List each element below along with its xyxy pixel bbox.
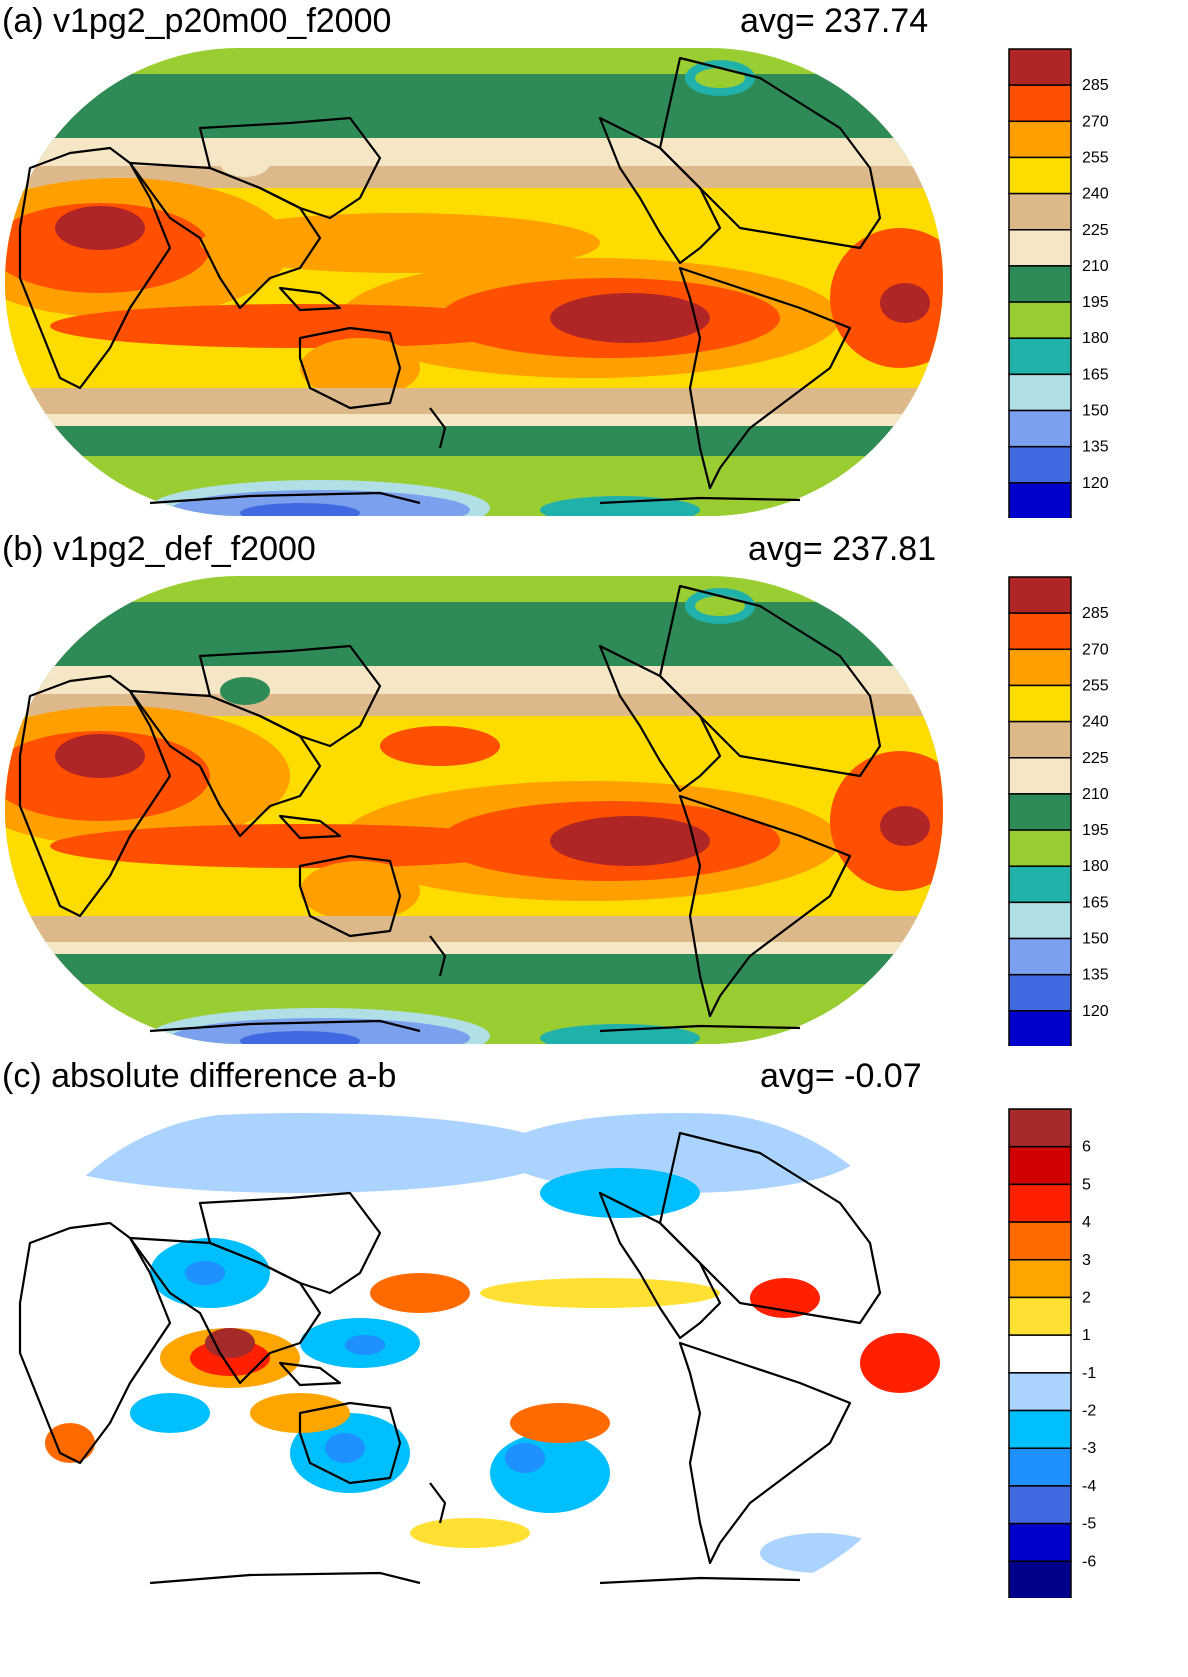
colorbar-swatch	[1008, 720, 1072, 759]
colorbar-tick-label: -6	[1082, 1553, 1096, 1570]
colorbar-tick-label: 270	[1082, 113, 1109, 130]
colorbar-swatch	[1008, 757, 1072, 795]
colorbar-swatch	[1008, 48, 1072, 86]
colorbar-swatch	[1008, 301, 1072, 339]
colorbar-tick-label: -5	[1082, 1516, 1096, 1533]
colorbar-tick-label: 225	[1082, 222, 1109, 239]
colorbar-tick-label: 2	[1082, 1289, 1091, 1306]
colorbar-tick-label: 255	[1082, 677, 1109, 694]
colorbar-swatch	[1008, 409, 1072, 448]
colorbar-c-labels: 6 5 4 3 2 1 -1 -2 -3 -4 -5 -6	[1082, 1139, 1096, 1571]
colorbar-swatch	[1008, 1108, 1072, 1148]
colorbar-swatch	[1008, 684, 1072, 723]
colorbar-tick-label: 285	[1082, 77, 1109, 94]
colorbar-tick-label: 240	[1082, 186, 1109, 203]
colorbar-swatch	[1008, 576, 1072, 614]
colorbar-tick-label: 240	[1082, 714, 1109, 731]
colorbar-tick-label: -3	[1082, 1440, 1096, 1457]
colorbar-swatch	[1008, 1372, 1072, 1412]
colorbar-swatch	[1008, 1296, 1072, 1336]
colorbar-swatch	[1008, 1560, 1072, 1598]
colorbar-swatch	[1008, 901, 1072, 940]
colorbar-tick-label: 180	[1082, 858, 1109, 875]
map-a	[5, 48, 943, 516]
colorbar-tick-label: 1	[1082, 1327, 1091, 1344]
panel-a-avg: avg= 237.74	[740, 2, 929, 40]
colorbar-tick-label: 180	[1082, 330, 1109, 347]
colorbar-tick-label: 270	[1082, 641, 1109, 658]
map-b	[5, 576, 943, 1044]
colorbar-tick-label: 5	[1082, 1176, 1091, 1193]
colorbar-tick-label: -4	[1082, 1478, 1096, 1495]
colorbar-c: 6 5 4 3 2 1 -1 -2 -3 -4 -5 -6	[1008, 1108, 1096, 1598]
colorbar-tick-label: -2	[1082, 1403, 1096, 1420]
colorbar-swatch	[1008, 84, 1072, 123]
colorbar-swatch	[1008, 793, 1072, 831]
colorbar-tick-label: 135	[1082, 439, 1109, 456]
colorbar-b-swatches	[1008, 576, 1072, 1046]
panel-c: (c) absolute difference a-b avg= -0.07	[0, 1057, 1188, 1623]
colorbar-swatch	[1008, 1409, 1072, 1449]
colorbar-tick-label: 120	[1082, 475, 1109, 492]
colorbar-tick-label: 150	[1082, 403, 1109, 420]
colorbar-swatch	[1008, 973, 1072, 1012]
colorbar-tick-label: 195	[1082, 294, 1109, 311]
map-c	[5, 1113, 943, 1601]
colorbar-swatch	[1008, 337, 1072, 376]
colorbar-swatch	[1008, 1334, 1072, 1374]
colorbar-tick-label: 285	[1082, 605, 1109, 622]
colorbar-a-labels: 285 270 255 240 225 210 195 180 165 150 135 120	[1082, 77, 1109, 492]
colorbar-swatch	[1008, 120, 1072, 159]
colorbar-tick-label: 165	[1082, 894, 1109, 911]
colorbar-swatch	[1008, 192, 1072, 231]
colorbar-tick-label: 6	[1082, 1139, 1091, 1156]
colorbar-swatch	[1008, 482, 1072, 518]
colorbar-a: 285 270 255 240 225 210 195 180 165 150 135 120	[1008, 48, 1109, 518]
colorbar-swatch	[1008, 1522, 1072, 1563]
panel-a-title: (a) v1pg2_p20m00_f2000	[2, 2, 392, 40]
colorbar-swatch	[1008, 612, 1072, 651]
colorbar-swatch	[1008, 1259, 1072, 1299]
panel-b: (b) v1pg2_def_f2000 avg= 237.81	[0, 530, 1188, 1096]
colorbar-swatch	[1008, 937, 1072, 976]
colorbar-tick-label: 3	[1082, 1252, 1091, 1269]
colorbar-swatch	[1008, 1183, 1072, 1223]
colorbar-tick-label: 225	[1082, 750, 1109, 767]
colorbar-a-swatches	[1008, 48, 1072, 518]
colorbar-swatch	[1008, 1010, 1072, 1046]
panel-a: (a) v1pg2_p20m00_f2000 avg= 237.74	[0, 2, 1188, 568]
panel-c-title: (c) absolute difference a-b	[2, 1057, 397, 1095]
colorbar-tick-label: 135	[1082, 967, 1109, 984]
colorbar-swatch	[1008, 648, 1072, 687]
colorbar-tick-label: 150	[1082, 931, 1109, 948]
colorbar-tick-label: 255	[1082, 149, 1109, 166]
panel-b-avg: avg= 237.81	[748, 530, 937, 568]
colorbar-tick-label: 195	[1082, 822, 1109, 839]
colorbar-tick-label: 4	[1082, 1214, 1091, 1231]
colorbar-swatch	[1008, 829, 1072, 867]
colorbar-tick-label: 210	[1082, 786, 1109, 803]
panel-c-avg: avg= -0.07	[760, 1057, 922, 1095]
colorbar-swatch	[1008, 865, 1072, 904]
colorbar-swatch	[1008, 156, 1072, 195]
colorbar-b: 285 270 255 240 225 210 195 180 165 150 135 120	[1008, 576, 1109, 1046]
colorbar-swatch	[1008, 229, 1072, 267]
panel-b-title: (b) v1pg2_def_f2000	[2, 530, 316, 568]
colorbar-swatch	[1008, 445, 1072, 484]
colorbar-b-labels: 285 270 255 240 225 210 195 180 165 150 135 120	[1082, 605, 1109, 1020]
colorbar-swatch	[1008, 1485, 1072, 1525]
colorbar-swatch	[1008, 1145, 1072, 1186]
colorbar-swatch	[1008, 1447, 1072, 1487]
colorbar-c-swatches	[1008, 1108, 1072, 1598]
colorbar-tick-label: 120	[1082, 1003, 1109, 1020]
colorbar-tick-label: 210	[1082, 258, 1109, 275]
colorbar-tick-label: 165	[1082, 366, 1109, 383]
colorbar-swatch	[1008, 1221, 1072, 1261]
colorbar-swatch	[1008, 265, 1072, 303]
colorbar-swatch	[1008, 373, 1072, 412]
colorbar-tick-label: -1	[1082, 1365, 1096, 1382]
